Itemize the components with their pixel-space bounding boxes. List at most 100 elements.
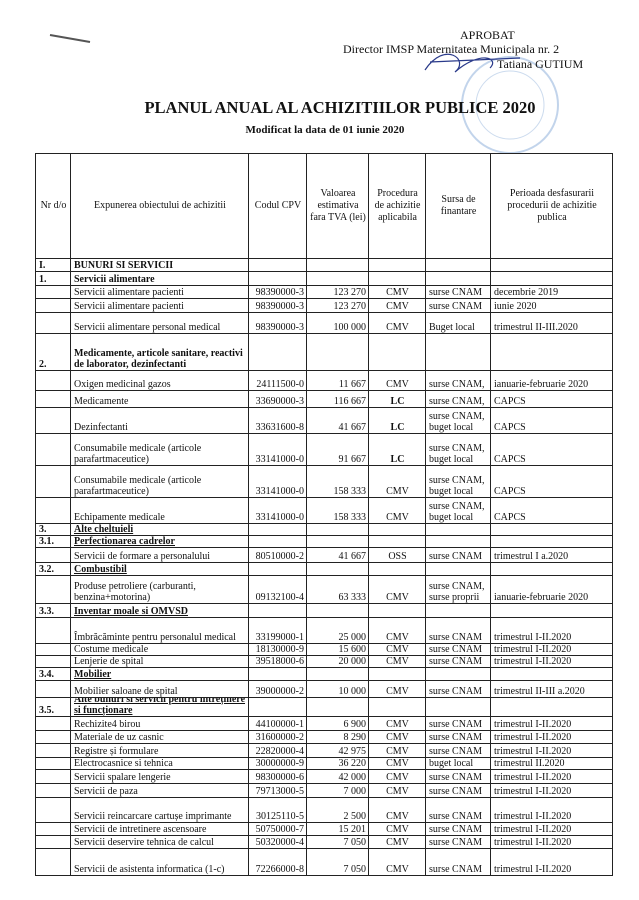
cell-value: 100 000 bbox=[306, 312, 369, 334]
cell-procedure: CMV bbox=[368, 730, 426, 744]
cell-desc: Mobilier saloane de spital bbox=[70, 680, 249, 698]
cell-period-text: ianuarie-februarie 2020 bbox=[494, 592, 589, 603]
cell-source: surse CNAM, buget local bbox=[425, 465, 491, 498]
cell-procedure: CMV bbox=[368, 743, 426, 758]
cell-value-text: 116 667 bbox=[333, 396, 366, 407]
cell-desc: Consumabile medicale (articole parafartm… bbox=[70, 465, 249, 498]
cell-desc-text: Servicii alimentare personal medical bbox=[74, 322, 221, 333]
cell-source: buget local bbox=[425, 757, 491, 770]
cell-value: 158 333 bbox=[306, 497, 369, 524]
empty-cell bbox=[35, 783, 71, 798]
empty-cell bbox=[490, 603, 613, 618]
row-number-text: 1. bbox=[39, 274, 47, 285]
cell-procedure-text: LC bbox=[390, 396, 405, 407]
cell-procedure: CMV bbox=[368, 465, 426, 498]
cell-period: CAPCS bbox=[490, 433, 613, 466]
cell-procedure-text: CMV bbox=[386, 732, 409, 743]
cell-procedure: CMV bbox=[368, 757, 426, 770]
cell-source-text: surse CNAM bbox=[429, 719, 483, 730]
cell-value-text: 41 667 bbox=[338, 551, 367, 562]
empty-cell bbox=[35, 848, 71, 876]
empty-cell bbox=[306, 603, 369, 618]
cell-value-text: 91 667 bbox=[338, 454, 367, 465]
cell-period-text: decembrie 2019 bbox=[494, 287, 559, 298]
cell-source-text: surse CNAM bbox=[429, 864, 483, 875]
cell-desc: Costume medicale bbox=[70, 643, 249, 656]
cell-period-text: trimestrul I-II.2020 bbox=[494, 837, 572, 848]
row-number: 2. bbox=[35, 333, 71, 371]
cell-cpv: 18130000-9 bbox=[248, 643, 307, 656]
row-number: 3. bbox=[35, 523, 71, 536]
cell-value: 123 270 bbox=[306, 298, 369, 313]
cell-cpv: 50750000-7 bbox=[248, 822, 307, 836]
cell-procedure: LC bbox=[368, 407, 426, 434]
cell-value-text: 100 000 bbox=[333, 322, 367, 333]
cell-cpv-text: 33141000-0 bbox=[255, 512, 304, 523]
cell-desc-text: Servicii de paza bbox=[74, 786, 138, 797]
cell-value: 42 000 bbox=[306, 769, 369, 784]
cell-value: 6 900 bbox=[306, 716, 369, 731]
cell-cpv-text: 22820000-4 bbox=[255, 746, 304, 757]
cell-value: 91 667 bbox=[306, 433, 369, 466]
cell-source: surse CNAM bbox=[425, 848, 491, 876]
section-title-text: Perfectionarea cadrelor bbox=[74, 536, 175, 547]
cell-source: surse CNAM bbox=[425, 298, 491, 313]
empty-cell bbox=[425, 258, 491, 272]
cell-source: surse CNAM, buget local bbox=[425, 407, 491, 434]
empty-cell bbox=[490, 271, 613, 286]
cell-source-text: surse CNAM bbox=[429, 824, 483, 835]
empty-cell bbox=[35, 655, 71, 668]
row-number-text: I. bbox=[39, 260, 46, 271]
cell-cpv-text: 80510000-2 bbox=[255, 551, 304, 562]
cell-cpv: 31600000-2 bbox=[248, 730, 307, 744]
cell-desc-text: Lenjerie de spital bbox=[74, 656, 144, 667]
cell-period: trimestrul I-II.2020 bbox=[490, 848, 613, 876]
cell-value-text: 42 975 bbox=[338, 746, 367, 757]
cell-procedure-text: CMV bbox=[386, 772, 409, 783]
cell-procedure-text: CMV bbox=[386, 758, 409, 769]
stamp-inner bbox=[475, 70, 545, 140]
empty-cell bbox=[248, 535, 307, 548]
empty-cell bbox=[248, 562, 307, 576]
cell-value-text: 20 000 bbox=[338, 656, 367, 667]
cell-cpv-text: 30000000-9 bbox=[255, 758, 304, 769]
cell-source-text: buget local bbox=[429, 758, 474, 769]
cell-source-text: surse CNAM bbox=[429, 732, 483, 743]
cell-cpv: 39000000-2 bbox=[248, 680, 307, 698]
cell-value-text: 123 270 bbox=[333, 301, 367, 312]
cell-cpv-text: 33141000-0 bbox=[255, 454, 304, 465]
cell-desc-text: Servicii de intretinere ascensoare bbox=[74, 824, 207, 835]
cell-period-text: trimestrul II-III a.2020 bbox=[494, 686, 585, 697]
cell-desc-text: Electrocasnice si tehnica bbox=[74, 758, 173, 769]
signature bbox=[424, 53, 521, 73]
cell-procedure-text: CMV bbox=[386, 837, 409, 848]
empty-cell bbox=[368, 562, 426, 576]
cell-procedure-text: CMV bbox=[386, 864, 409, 875]
cell-procedure-text: CMV bbox=[386, 287, 409, 298]
cell-source-text: surse CNAM, buget local bbox=[429, 501, 485, 523]
cell-desc-text: Servicii de formare a personalului bbox=[74, 551, 211, 562]
cell-cpv-text: 18130000-9 bbox=[255, 644, 304, 655]
row-number: I. bbox=[35, 258, 71, 272]
cell-source-text: surse CNAM bbox=[429, 551, 483, 562]
empty-cell bbox=[490, 697, 613, 717]
cell-procedure: CMV bbox=[368, 370, 426, 391]
empty-cell bbox=[35, 547, 71, 563]
cell-cpv-text: 30125110-5 bbox=[256, 811, 304, 822]
cell-cpv: 98300000-6 bbox=[248, 769, 307, 784]
cell-desc-text: Rechizite4 birou bbox=[74, 719, 141, 730]
empty-cell bbox=[306, 535, 369, 548]
cell-value-text: 25 000 bbox=[338, 632, 367, 643]
empty-cell bbox=[368, 535, 426, 548]
header-cell-text: Sursa de finantare bbox=[440, 194, 477, 217]
cell-cpv: 33690000-3 bbox=[248, 390, 307, 408]
cell-desc: Dezinfectanti bbox=[70, 407, 249, 434]
empty-cell bbox=[490, 562, 613, 576]
cell-source: surse CNAM bbox=[425, 716, 491, 731]
cell-value-text: 42 000 bbox=[338, 772, 367, 783]
cell-value-text: 41 667 bbox=[338, 422, 367, 433]
cell-desc-text: Mobilier saloane de spital bbox=[74, 686, 178, 697]
cell-value: 41 667 bbox=[306, 547, 369, 563]
empty-cell bbox=[35, 680, 71, 698]
cell-desc: Materiale de uz casnic bbox=[70, 730, 249, 744]
